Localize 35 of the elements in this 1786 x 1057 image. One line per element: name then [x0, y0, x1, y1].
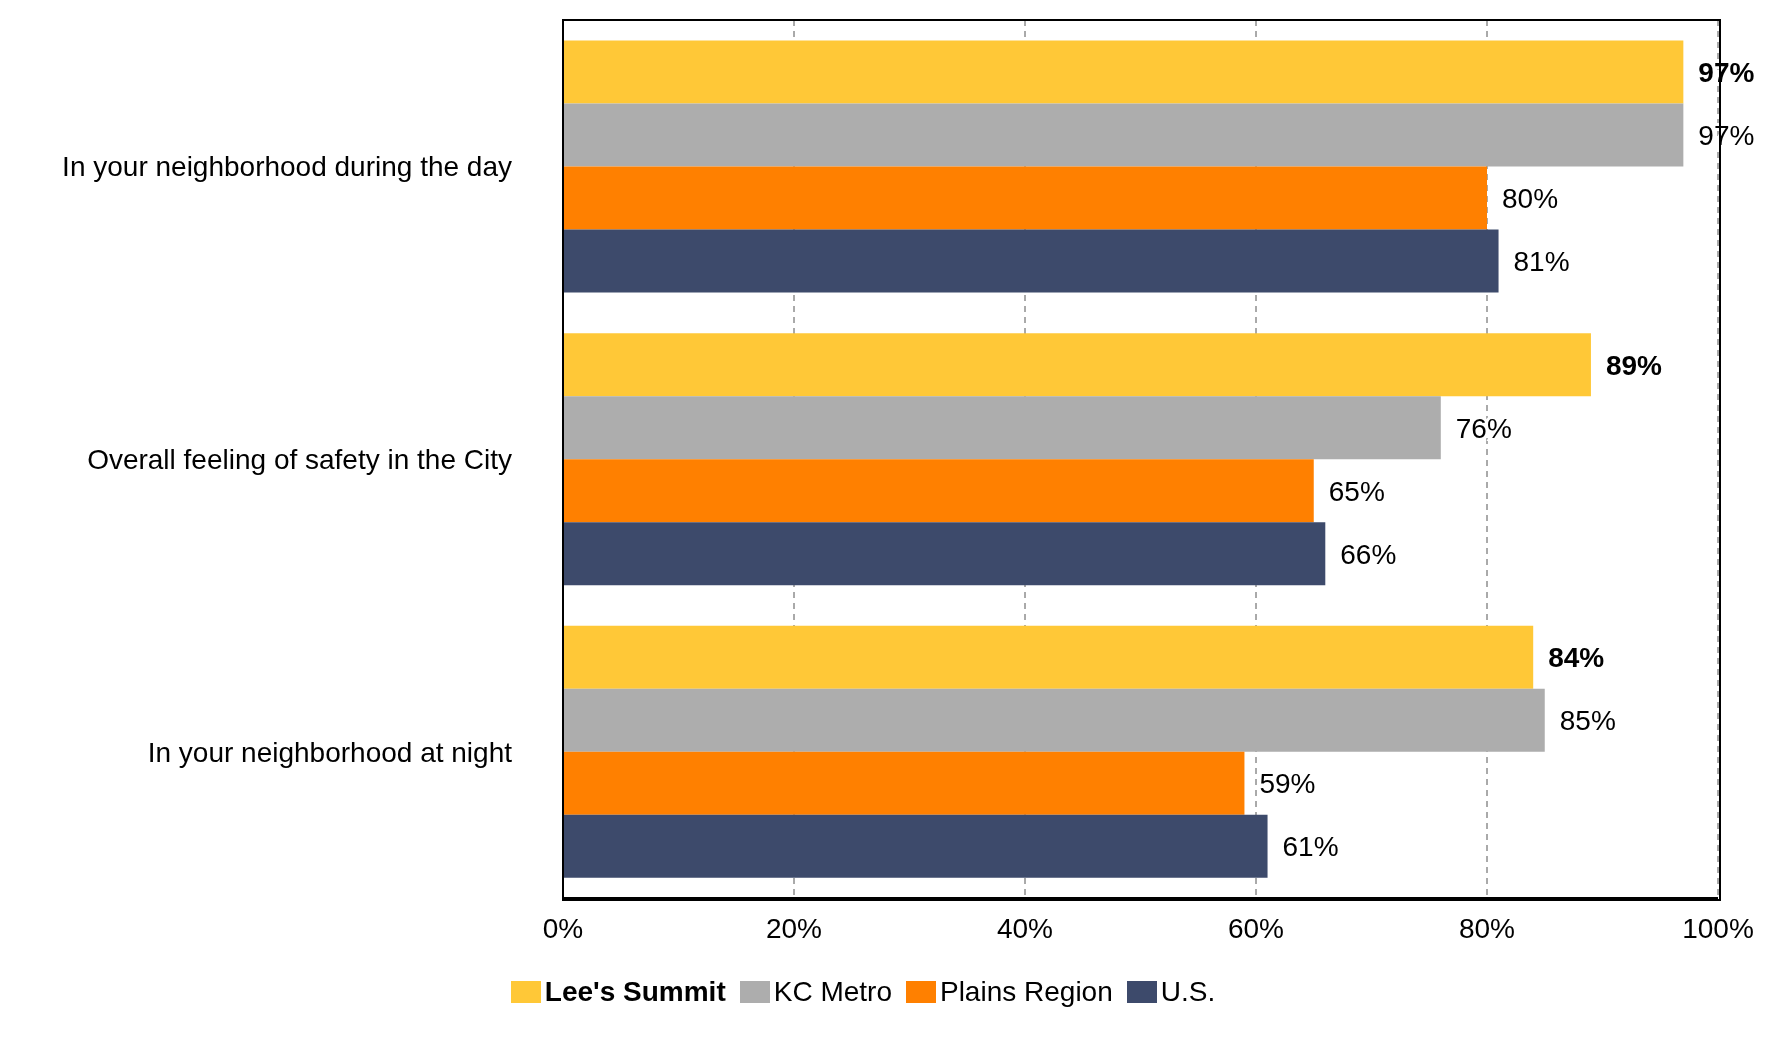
data-label: 89% [1605, 349, 1663, 381]
data-label: 76% [1455, 412, 1512, 444]
bar [563, 522, 1326, 586]
x-tick-label: 80% [1458, 912, 1516, 944]
legend-label: U.S. [1160, 976, 1216, 1008]
legend-label: KC Metro [773, 976, 892, 1008]
x-tick-label: 60% [1227, 912, 1285, 944]
y-tick-label: In your neighborhood during the day [62, 151, 512, 183]
data-label: 84% [1548, 642, 1605, 674]
bar [563, 625, 1534, 689]
bar [563, 814, 1268, 878]
bar [563, 229, 1499, 293]
bar [563, 688, 1545, 752]
data-label: 59% [1259, 768, 1316, 800]
data-label: 85% [1559, 705, 1616, 737]
bar [563, 40, 1684, 104]
data-label: 80% [1502, 182, 1559, 214]
bar [563, 396, 1441, 460]
y-tick-label: In your neighborhood at night [147, 736, 513, 768]
x-tick-label: 0% [542, 912, 584, 944]
bar [563, 166, 1487, 230]
data-label: 81% [1513, 245, 1570, 277]
x-tick-label: 100% [1682, 912, 1754, 944]
legend-label: Lee's Summit [544, 976, 726, 1008]
data-label: 65% [1328, 475, 1385, 507]
x-tick-label: 20% [765, 912, 823, 944]
bar [563, 459, 1314, 523]
bar [563, 751, 1245, 815]
data-label: 66% [1340, 538, 1397, 570]
y-tick-label: Overall feeling of safety in the City [87, 443, 512, 475]
legend-label: Plains Region [939, 976, 1113, 1008]
bar [563, 103, 1684, 167]
data-label: 61% [1282, 831, 1339, 863]
x-tick-label: 40% [996, 912, 1054, 944]
bar [563, 333, 1591, 397]
